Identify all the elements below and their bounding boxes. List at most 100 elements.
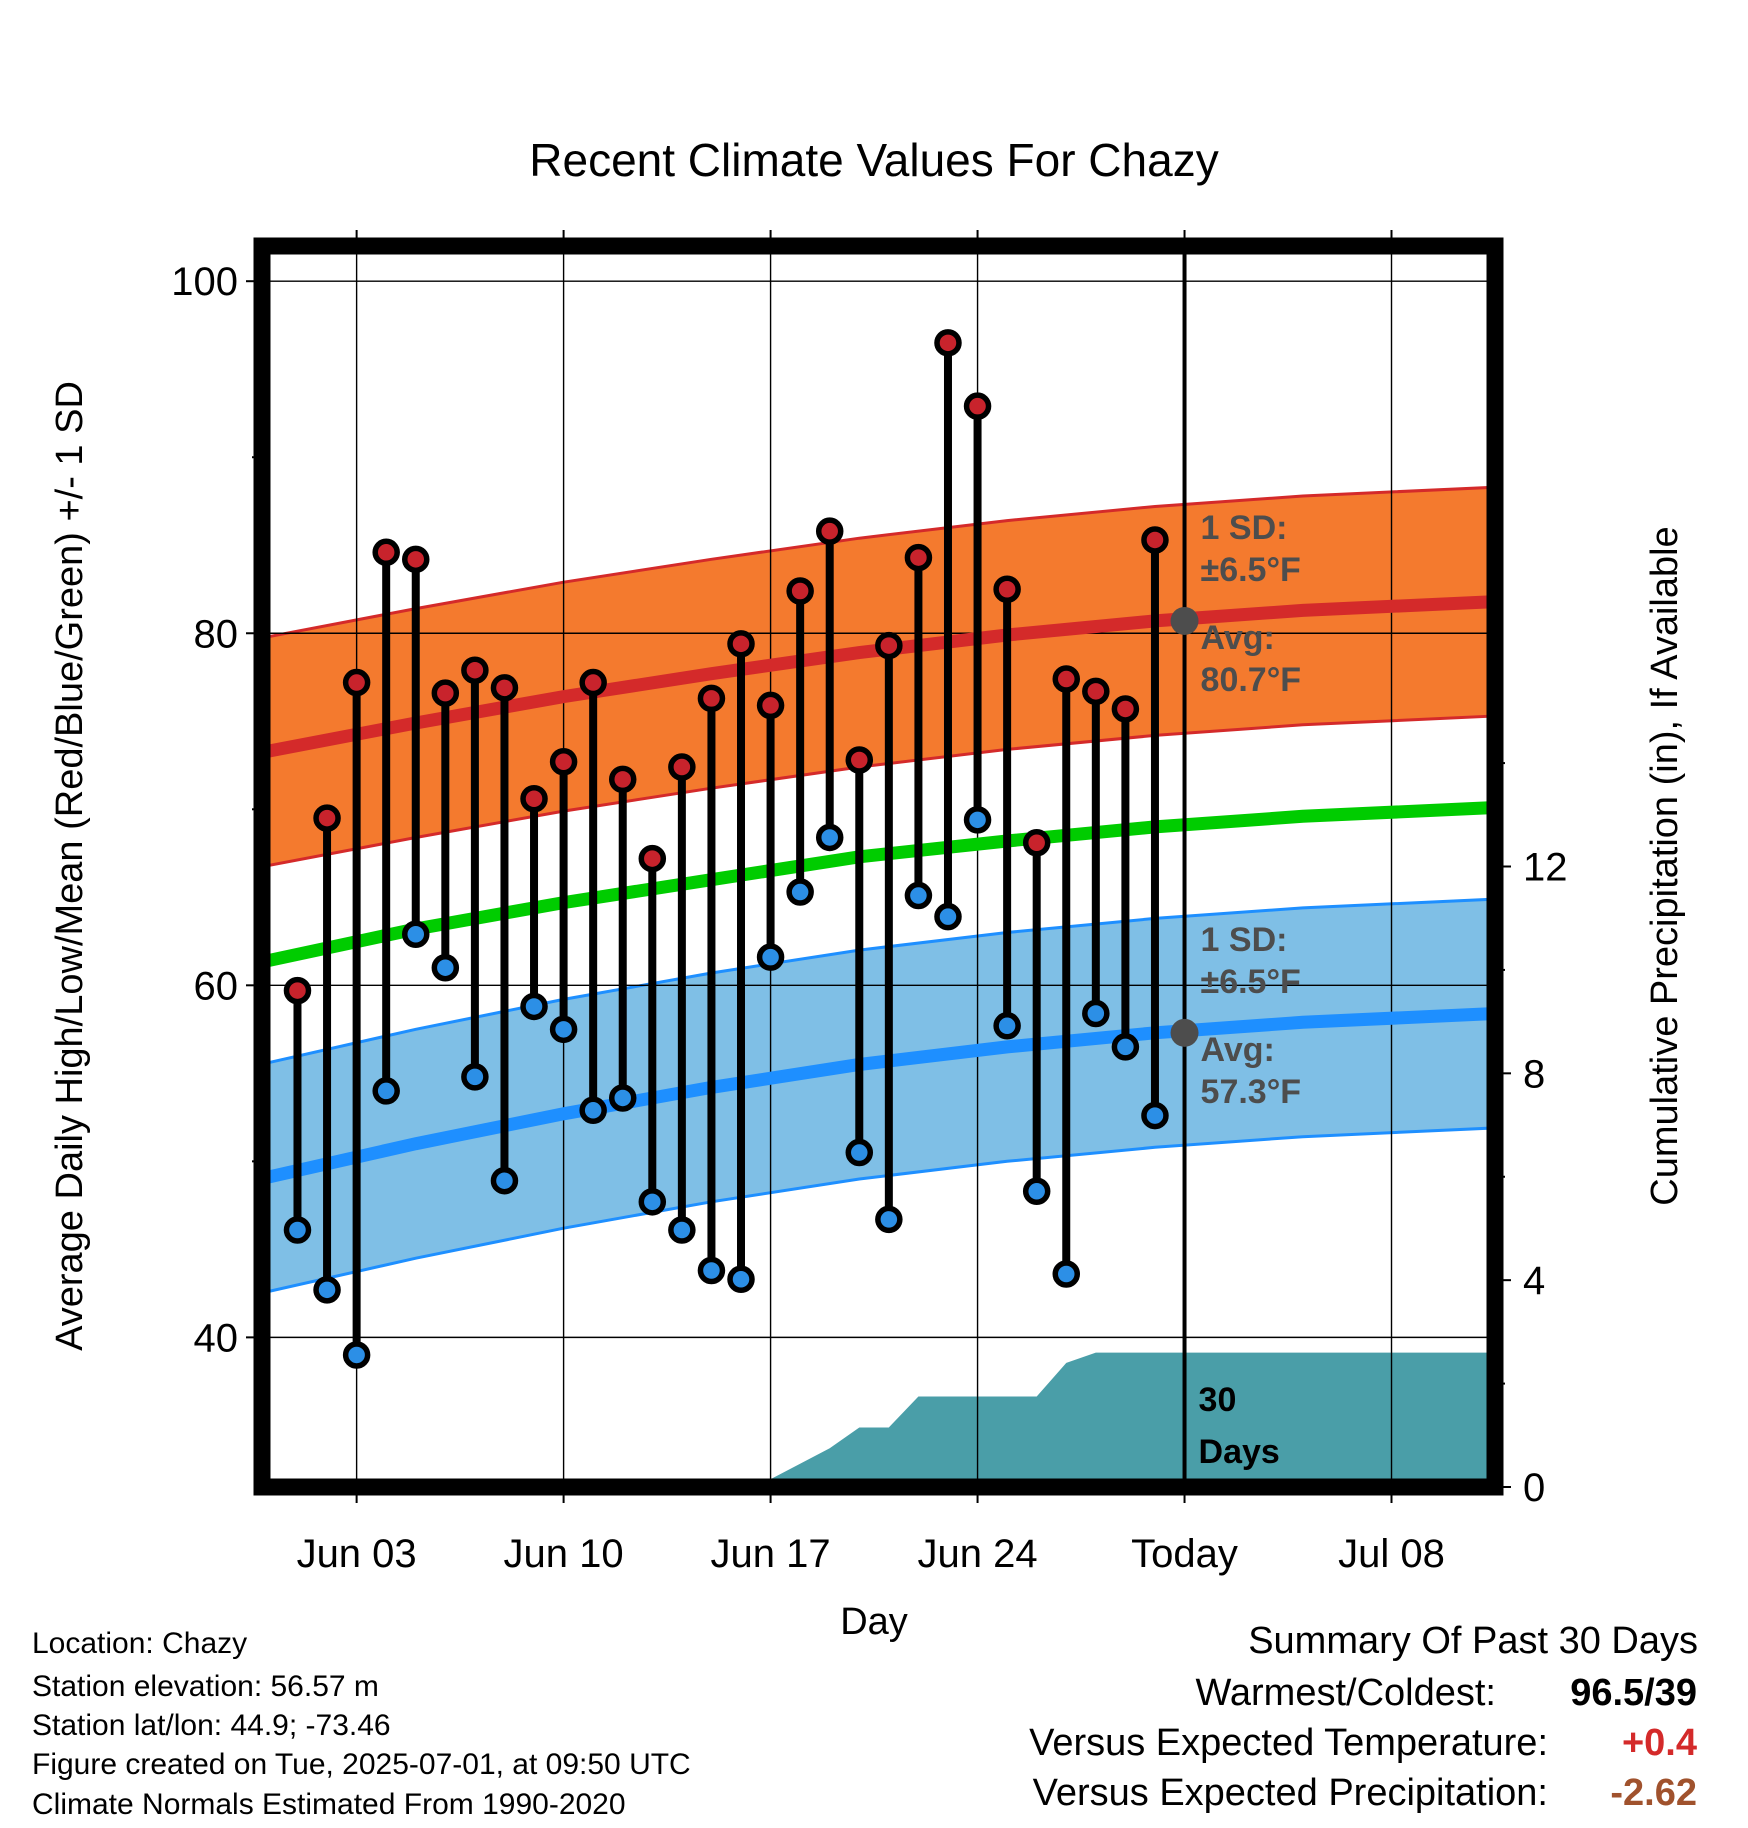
low-marker — [579, 1096, 607, 1125]
high-marker — [402, 545, 430, 574]
high-marker — [875, 631, 903, 660]
low-sd-value: ±6.5°F — [1201, 963, 1301, 1001]
summary-precip-label: Versus Expected Precipitation: — [1032, 1772, 1548, 1814]
low-marker — [963, 806, 992, 834]
y2-tick-label: 0 — [1523, 1466, 1545, 1510]
low-marker — [697, 1256, 726, 1285]
summary-title: Summary Of Past 30 Days — [1248, 1620, 1698, 1662]
x-axis-label: Day — [840, 1601, 908, 1643]
low-marker — [727, 1265, 755, 1294]
high-marker — [461, 656, 489, 684]
low-marker — [520, 992, 548, 1021]
high-marker — [1141, 526, 1169, 554]
summary-temp-value: +0.4 — [1621, 1722, 1697, 1764]
low-marker — [668, 1216, 696, 1244]
info-latlon: Station lat/lon: 44.9; -73.46 — [32, 1709, 391, 1742]
x-tick-label: Jul 08 — [1338, 1532, 1445, 1576]
high-marker — [313, 804, 341, 832]
y-tick-label: 40 — [194, 1316, 239, 1360]
low-marker — [756, 943, 785, 971]
y2-tick-label: 4 — [1523, 1259, 1545, 1303]
high-avg-value: 80.7°F — [1201, 661, 1302, 699]
days-count-number: 30 — [1199, 1381, 1237, 1419]
axes: 40 60 80 100 0 4 8 12 Jun 03 Jun 10 Jun 17 Jun 24 To… — [171, 230, 1568, 1576]
annotations: 1 SD: ±6.5°F Avg: 80.7°F 1 SD: ±6.5°F Avg: 57.3… — [1199, 509, 1302, 1471]
precipitation-area — [267, 1352, 1495, 1487]
y2-tick-label: 8 — [1523, 1052, 1545, 1096]
high-marker — [608, 765, 637, 794]
low-marker — [1052, 1260, 1081, 1288]
info-elevation: Station elevation: 56.57 m — [32, 1670, 379, 1703]
low-avg-value: 57.3°F — [1201, 1073, 1302, 1111]
high-marker — [756, 691, 785, 720]
high-marker — [342, 668, 371, 697]
high-marker — [786, 577, 814, 605]
x-tick-label: Jun 03 — [297, 1532, 417, 1576]
high-marker — [815, 517, 844, 545]
high-marker — [1022, 828, 1051, 857]
high-marker — [372, 538, 400, 567]
today-low-avg-dot — [1170, 1018, 1199, 1047]
high-marker — [431, 679, 460, 707]
low-marker — [875, 1205, 903, 1234]
low-marker — [342, 1341, 371, 1369]
normal-high-line — [266, 595, 1496, 758]
days-count-label: Days — [1199, 1433, 1280, 1471]
low-marker — [490, 1166, 519, 1195]
low-marker — [313, 1276, 341, 1304]
high-marker — [638, 844, 667, 873]
today-high-avg-dot — [1170, 606, 1199, 635]
low-marker — [1022, 1177, 1051, 1206]
high-marker — [727, 630, 755, 658]
high-marker — [904, 543, 933, 572]
info-created: Figure created on Tue, 2025-07-01, at 09… — [32, 1748, 691, 1781]
low-sd-label: 1 SD: — [1201, 921, 1288, 959]
low-marker — [904, 881, 933, 910]
low-marker — [283, 1216, 312, 1244]
low-marker — [786, 878, 814, 906]
y2-tick-label: 12 — [1523, 846, 1568, 890]
today-marker — [1170, 246, 1199, 1487]
low-marker — [993, 1012, 1021, 1040]
daily-markers — [283, 329, 1169, 1369]
y-tick-label: 60 — [194, 964, 239, 1008]
precipitation-area-fill — [267, 1352, 1495, 1487]
low-marker — [815, 823, 844, 852]
high-sd-label: 1 SD: — [1201, 509, 1288, 547]
y2-axis-label: Cumulative Precipitation (in), If Availa… — [1644, 526, 1686, 1205]
high-sd-value: ±6.5°F — [1201, 551, 1301, 589]
high-marker — [963, 392, 992, 420]
high-marker — [579, 668, 607, 697]
low-marker — [638, 1188, 667, 1216]
x-tick-label: Today — [1131, 1532, 1238, 1576]
summary-warm-label: Warmest/Coldest: — [1195, 1672, 1496, 1714]
high-marker — [934, 329, 962, 357]
y-axis-label: Average Daily High/Low/Mean (Red/Blue/Gr… — [49, 381, 91, 1351]
high-marker — [549, 748, 578, 776]
y-tick-label: 100 — [171, 260, 238, 304]
summary-temp-label: Versus Expected Temperature: — [1029, 1722, 1548, 1764]
info-location: Location: Chazy — [32, 1627, 248, 1660]
high-marker — [697, 684, 726, 713]
summary-warm-value: 96.5/39 — [1570, 1672, 1697, 1714]
high-marker — [668, 753, 696, 781]
x-tick-label: Jun 17 — [711, 1532, 831, 1576]
summary-precip-value: -2.62 — [1610, 1772, 1697, 1814]
high-avg-label: Avg: — [1201, 619, 1275, 657]
low-marker — [934, 902, 962, 931]
low-marker — [431, 953, 460, 982]
high-sd-band — [266, 485, 1497, 868]
low-marker — [549, 1015, 578, 1044]
low-marker — [402, 920, 430, 949]
high-marker — [993, 575, 1021, 604]
low-marker — [1141, 1101, 1169, 1130]
x-tick-label: Jun 10 — [504, 1532, 624, 1576]
chart-title: Recent Climate Values For Chazy — [529, 134, 1218, 186]
high-marker — [1082, 677, 1110, 706]
low-marker — [1111, 1033, 1140, 1061]
low-marker — [461, 1063, 489, 1091]
low-avg-label: Avg: — [1201, 1031, 1275, 1069]
high-marker — [490, 674, 519, 702]
low-marker — [608, 1084, 637, 1112]
